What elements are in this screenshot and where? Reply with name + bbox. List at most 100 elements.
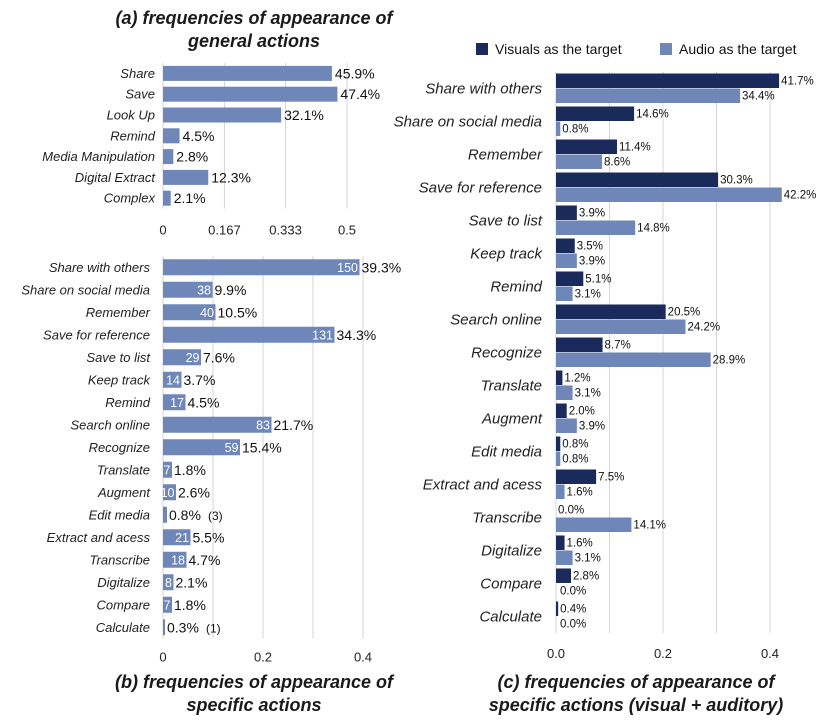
count-label: 17: [170, 396, 184, 410]
category-label: Share on social media: [21, 282, 150, 297]
bar-audio-keep-track: [556, 253, 577, 268]
category-label: Compare: [97, 597, 150, 612]
chart-b-title-line-2: specific actions: [186, 695, 321, 715]
category-label: Save to list: [86, 350, 151, 365]
bar-edit-media: [163, 506, 167, 523]
count-label: 150: [337, 261, 358, 275]
value-label-audio: 14.8%: [637, 223, 670, 235]
category-label: Share on social media: [394, 114, 542, 131]
value-label: 4.5%: [188, 394, 220, 410]
value-label-audio: 0.0%: [560, 586, 586, 598]
value-label: 0.8%: [169, 507, 201, 523]
category-label: Augment: [481, 411, 543, 428]
bar-save-to-list: [163, 349, 201, 366]
value-label: 45.9%: [335, 65, 375, 81]
bar-visuals-translate: [556, 370, 563, 385]
value-label-visuals: 2.0%: [569, 406, 595, 418]
category-label: Keep track: [470, 246, 543, 263]
category-label: Share with others: [425, 81, 542, 98]
category-label: Search online: [450, 312, 542, 329]
category-label: Save: [125, 87, 155, 102]
bar-extract-and-acess: [163, 529, 191, 546]
count-label: 29: [186, 351, 200, 365]
legend-swatch-audio: [660, 43, 672, 55]
value-label-audio: 0.8%: [562, 454, 588, 466]
bar-audio-share-with-others: [556, 88, 741, 103]
bar-audio-save-for-reference: [556, 187, 782, 202]
bar-audio-remember: [556, 154, 603, 169]
bar-audio-recognize: [556, 352, 711, 367]
value-label: 10.5%: [218, 304, 258, 320]
bar-visuals-augment: [556, 403, 567, 418]
x-tick-label: 0.333: [269, 223, 302, 238]
bar-remember: [163, 304, 216, 321]
count-label: 40: [200, 306, 214, 320]
chart-c-visual-auditory: Visuals as the target Audio as the target…: [394, 41, 817, 715]
value-label-audio: 24.2%: [687, 322, 720, 334]
value-label-visuals: 1.6%: [567, 538, 593, 550]
category-label: Media Manipulation: [42, 149, 155, 164]
category-label: Remind: [490, 279, 542, 296]
value-label: 21.7%: [274, 417, 314, 433]
category-label: Calculate: [479, 609, 542, 626]
bar-recognize: [163, 439, 240, 456]
chart-b-specific-actions: Share with others 150 39.3% Share on social…: [21, 256, 401, 715]
count-label: 83: [256, 418, 270, 432]
chart-a-general-actions: (a) frequencies of appearance of general …: [42, 8, 394, 238]
bar-augment: [163, 484, 176, 501]
category-label: Remind: [110, 128, 156, 143]
bar-visuals-share-with-others: [556, 73, 780, 88]
category-label: Share with others: [49, 260, 151, 275]
value-label: 39.3%: [362, 259, 402, 275]
count-label: 131: [312, 328, 333, 342]
bar-digitalize: [163, 574, 174, 591]
bar-transcribe: [163, 551, 187, 568]
value-label-visuals-transcribe: 0.0%: [558, 505, 584, 517]
value-label-audio: 3.1%: [575, 553, 601, 565]
value-label: 9.9%: [215, 282, 247, 298]
bar-visuals-save-for-reference: [556, 172, 719, 187]
value-label: 4.5%: [183, 128, 215, 144]
bar-visuals-recognize: [556, 337, 603, 352]
bar-visuals-search-online: [556, 304, 666, 319]
category-label: Keep track: [88, 372, 152, 387]
value-label-visuals: 2.8%: [573, 571, 599, 583]
bar-audio-search-online: [556, 319, 686, 334]
category-label: Translate: [481, 378, 542, 395]
value-label-visuals: 8.7%: [605, 340, 631, 352]
value-label: 7.6%: [203, 349, 235, 365]
count-label: 38: [197, 283, 211, 297]
value-label: 1.8%: [174, 462, 206, 478]
bar-share: [163, 65, 332, 81]
category-label: Save for reference: [419, 180, 542, 197]
bar-audio-augment: [556, 418, 577, 433]
chart-b-title-line-1: (b) frequencies of appearance of: [115, 672, 395, 692]
bar-visuals-keep-track: [556, 238, 575, 253]
category-label: Digital Extract: [75, 170, 157, 185]
category-label: Recognize: [471, 345, 542, 362]
category-label: Save for reference: [43, 327, 150, 342]
category-label: Augment: [97, 485, 151, 500]
category-label: Save to list: [469, 213, 543, 230]
bar-audio-translate: [556, 385, 573, 400]
category-label: Compare: [480, 576, 542, 593]
value-label: 5.5%: [193, 529, 225, 545]
bar-save: [163, 86, 338, 102]
value-label-audio: 14.1%: [633, 520, 666, 532]
value-label-audio: 0.0%: [560, 619, 586, 631]
legend-label-visuals: Visuals as the target: [495, 41, 622, 57]
count-label: 8: [165, 576, 172, 590]
value-label-visuals: 41.7%: [781, 76, 814, 88]
x-tick-label: 0: [159, 223, 166, 238]
category-label: Look Up: [107, 108, 155, 123]
category-label: Calculate: [96, 620, 150, 635]
x-tick-label: 0.2: [654, 646, 672, 661]
x-tick-label: 0.167: [208, 223, 241, 238]
value-label: 47.4%: [340, 86, 380, 102]
count-label: 59: [225, 441, 239, 455]
bar-complex: [163, 190, 171, 206]
category-label: Remember: [468, 147, 543, 164]
value-label-audio: 28.9%: [713, 355, 746, 367]
value-label: 1.8%: [174, 597, 206, 613]
count-label: 21: [175, 531, 189, 545]
